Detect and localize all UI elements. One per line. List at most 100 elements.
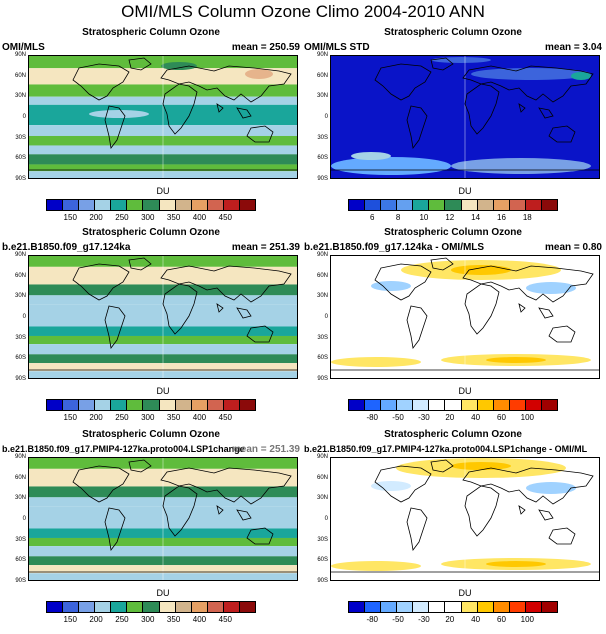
coastline: [162, 485, 198, 537]
colorbar-tick-label: -30: [418, 615, 430, 624]
coastline: [406, 305, 428, 349]
colorbar-swatch: [127, 602, 144, 612]
coastline: [406, 507, 428, 551]
panel-omi-mls: Stratospheric Column Ozone OMI/MLS mean …: [2, 27, 300, 229]
colorbar-swatch: [127, 400, 144, 410]
colorbar-swatch: [525, 602, 542, 612]
colorbar-swatch: [541, 602, 558, 612]
lat-tick-label: 30N: [316, 93, 328, 100]
colorbar-tick-label: 200: [89, 213, 103, 222]
colorbar-tick-label: 12: [445, 213, 455, 222]
colorbar-swatch: [397, 400, 414, 410]
map-field: [331, 458, 599, 580]
colorbar-swatch: [239, 602, 256, 612]
colorbar-tick-label: 40: [471, 615, 481, 624]
coastline: [236, 307, 252, 319]
colorbar-swatch: [47, 200, 64, 210]
map-field: [29, 256, 297, 378]
colorbar-swatch: [381, 602, 398, 612]
colorbar-swatch: [509, 400, 526, 410]
coastline: [374, 465, 432, 503]
std-map: [330, 55, 600, 179]
colorbar-tick-label: 350: [166, 213, 181, 222]
colorbar-swatch: [413, 400, 430, 410]
colorbar-tick-label: 40: [471, 413, 481, 422]
colorbar-swatch: [143, 200, 160, 210]
colorbar-tick-label: 250: [115, 615, 129, 624]
contour-patch: [451, 265, 511, 275]
coastline: [72, 465, 130, 503]
colorbar-tick-label: 350: [166, 615, 181, 624]
ozone-map: [28, 255, 298, 379]
lat-tick-label: 30N: [316, 495, 328, 502]
colorbar-tick-label: 400: [192, 615, 207, 624]
contour-patch: [451, 158, 591, 174]
lat-axis: 90N 60N 30N 0 30S 60S 90S: [304, 454, 328, 584]
lat-axis: 90N 60N 30N 0 30S 60S 90S: [304, 252, 328, 382]
colorbar-swatch: [79, 200, 96, 210]
colorbar-swatch: [111, 602, 128, 612]
colorbar-swatch: [477, 200, 494, 210]
panel-mean: mean = 251.39: [231, 444, 300, 455]
panel-mean: mean = 250.59: [231, 42, 300, 53]
colorbar-swatch: [493, 602, 510, 612]
lat-tick-label: 0: [22, 114, 26, 120]
lat-tick-label: 60S: [317, 355, 328, 362]
main-title: OMI/MLS Column Ozone Climo 2004-2010 ANN: [121, 2, 485, 21]
panel-title: Stratospheric Column Ozone: [384, 27, 522, 38]
colorbar-swatch: [47, 400, 64, 410]
colorbar-tick-label: 60: [497, 413, 506, 422]
colorbar-swatch: [207, 400, 224, 410]
colorbar: [348, 601, 558, 613]
lat-tick-label: 60N: [14, 72, 26, 79]
colorbar-swatch: [509, 200, 526, 210]
coastline: [462, 467, 594, 505]
contour-patch: [331, 357, 421, 367]
colorbar-swatch: [413, 200, 430, 210]
contour-patch: [371, 481, 411, 491]
colorbar-swatch: [79, 602, 96, 612]
colorbar-swatch: [143, 602, 160, 612]
colorbar: [46, 399, 256, 411]
colorbar-tick-label: 10: [419, 213, 429, 222]
colorbar-unit: DU: [458, 588, 472, 598]
colorbar-swatch: [397, 200, 414, 210]
coastline: [162, 283, 198, 335]
coastline: [538, 307, 554, 319]
lat-tick-label: 60N: [316, 474, 328, 481]
colorbar-tick-label: -50: [392, 413, 404, 422]
coastline: [160, 265, 292, 303]
colorbar-tick-label: 400: [192, 213, 207, 222]
colorbar-swatch: [175, 602, 192, 612]
coastline: [464, 283, 500, 335]
contour-patch: [89, 110, 149, 118]
colorbar-swatch: [159, 400, 176, 410]
contour-patch: [331, 561, 421, 571]
colorbar-swatch: [111, 400, 128, 410]
coastline: [464, 83, 500, 135]
contour-patch: [331, 157, 451, 175]
colorbar-tick-label: 100: [520, 413, 534, 422]
lat-axis: 90N 60N 30N 0 30S 60S 90S: [304, 52, 328, 182]
coastline: [518, 303, 526, 313]
lat-tick-label: 60S: [15, 155, 26, 162]
panel-127ka: Stratospheric Column Ozone b.e21.B1850.f…: [2, 429, 300, 631]
lat-tick-label: 90S: [15, 376, 26, 382]
lat-tick-label: 90N: [316, 454, 328, 460]
colorbar-swatch: [429, 602, 446, 612]
colorbar-swatch: [63, 400, 80, 410]
colorbar: [348, 199, 558, 211]
colorbar-tick-label: 200: [89, 615, 103, 624]
panel-124ka: Stratospheric Column Ozone b.e21.B1850.f…: [2, 227, 300, 429]
colorbar-swatch: [461, 602, 478, 612]
panel-title: Stratospheric Column Ozone: [82, 227, 220, 238]
colorbar-swatch: [365, 602, 382, 612]
contour-patch: [161, 62, 197, 70]
coastline: [104, 305, 126, 349]
coastline: [104, 507, 126, 551]
colorbar-tick-label: 150: [63, 615, 77, 624]
coastline: [430, 257, 454, 271]
colorbar-tick-label: 450: [218, 413, 232, 422]
lat-tick-label: 30S: [317, 536, 328, 543]
lat-tick-label: 60N: [14, 272, 26, 279]
